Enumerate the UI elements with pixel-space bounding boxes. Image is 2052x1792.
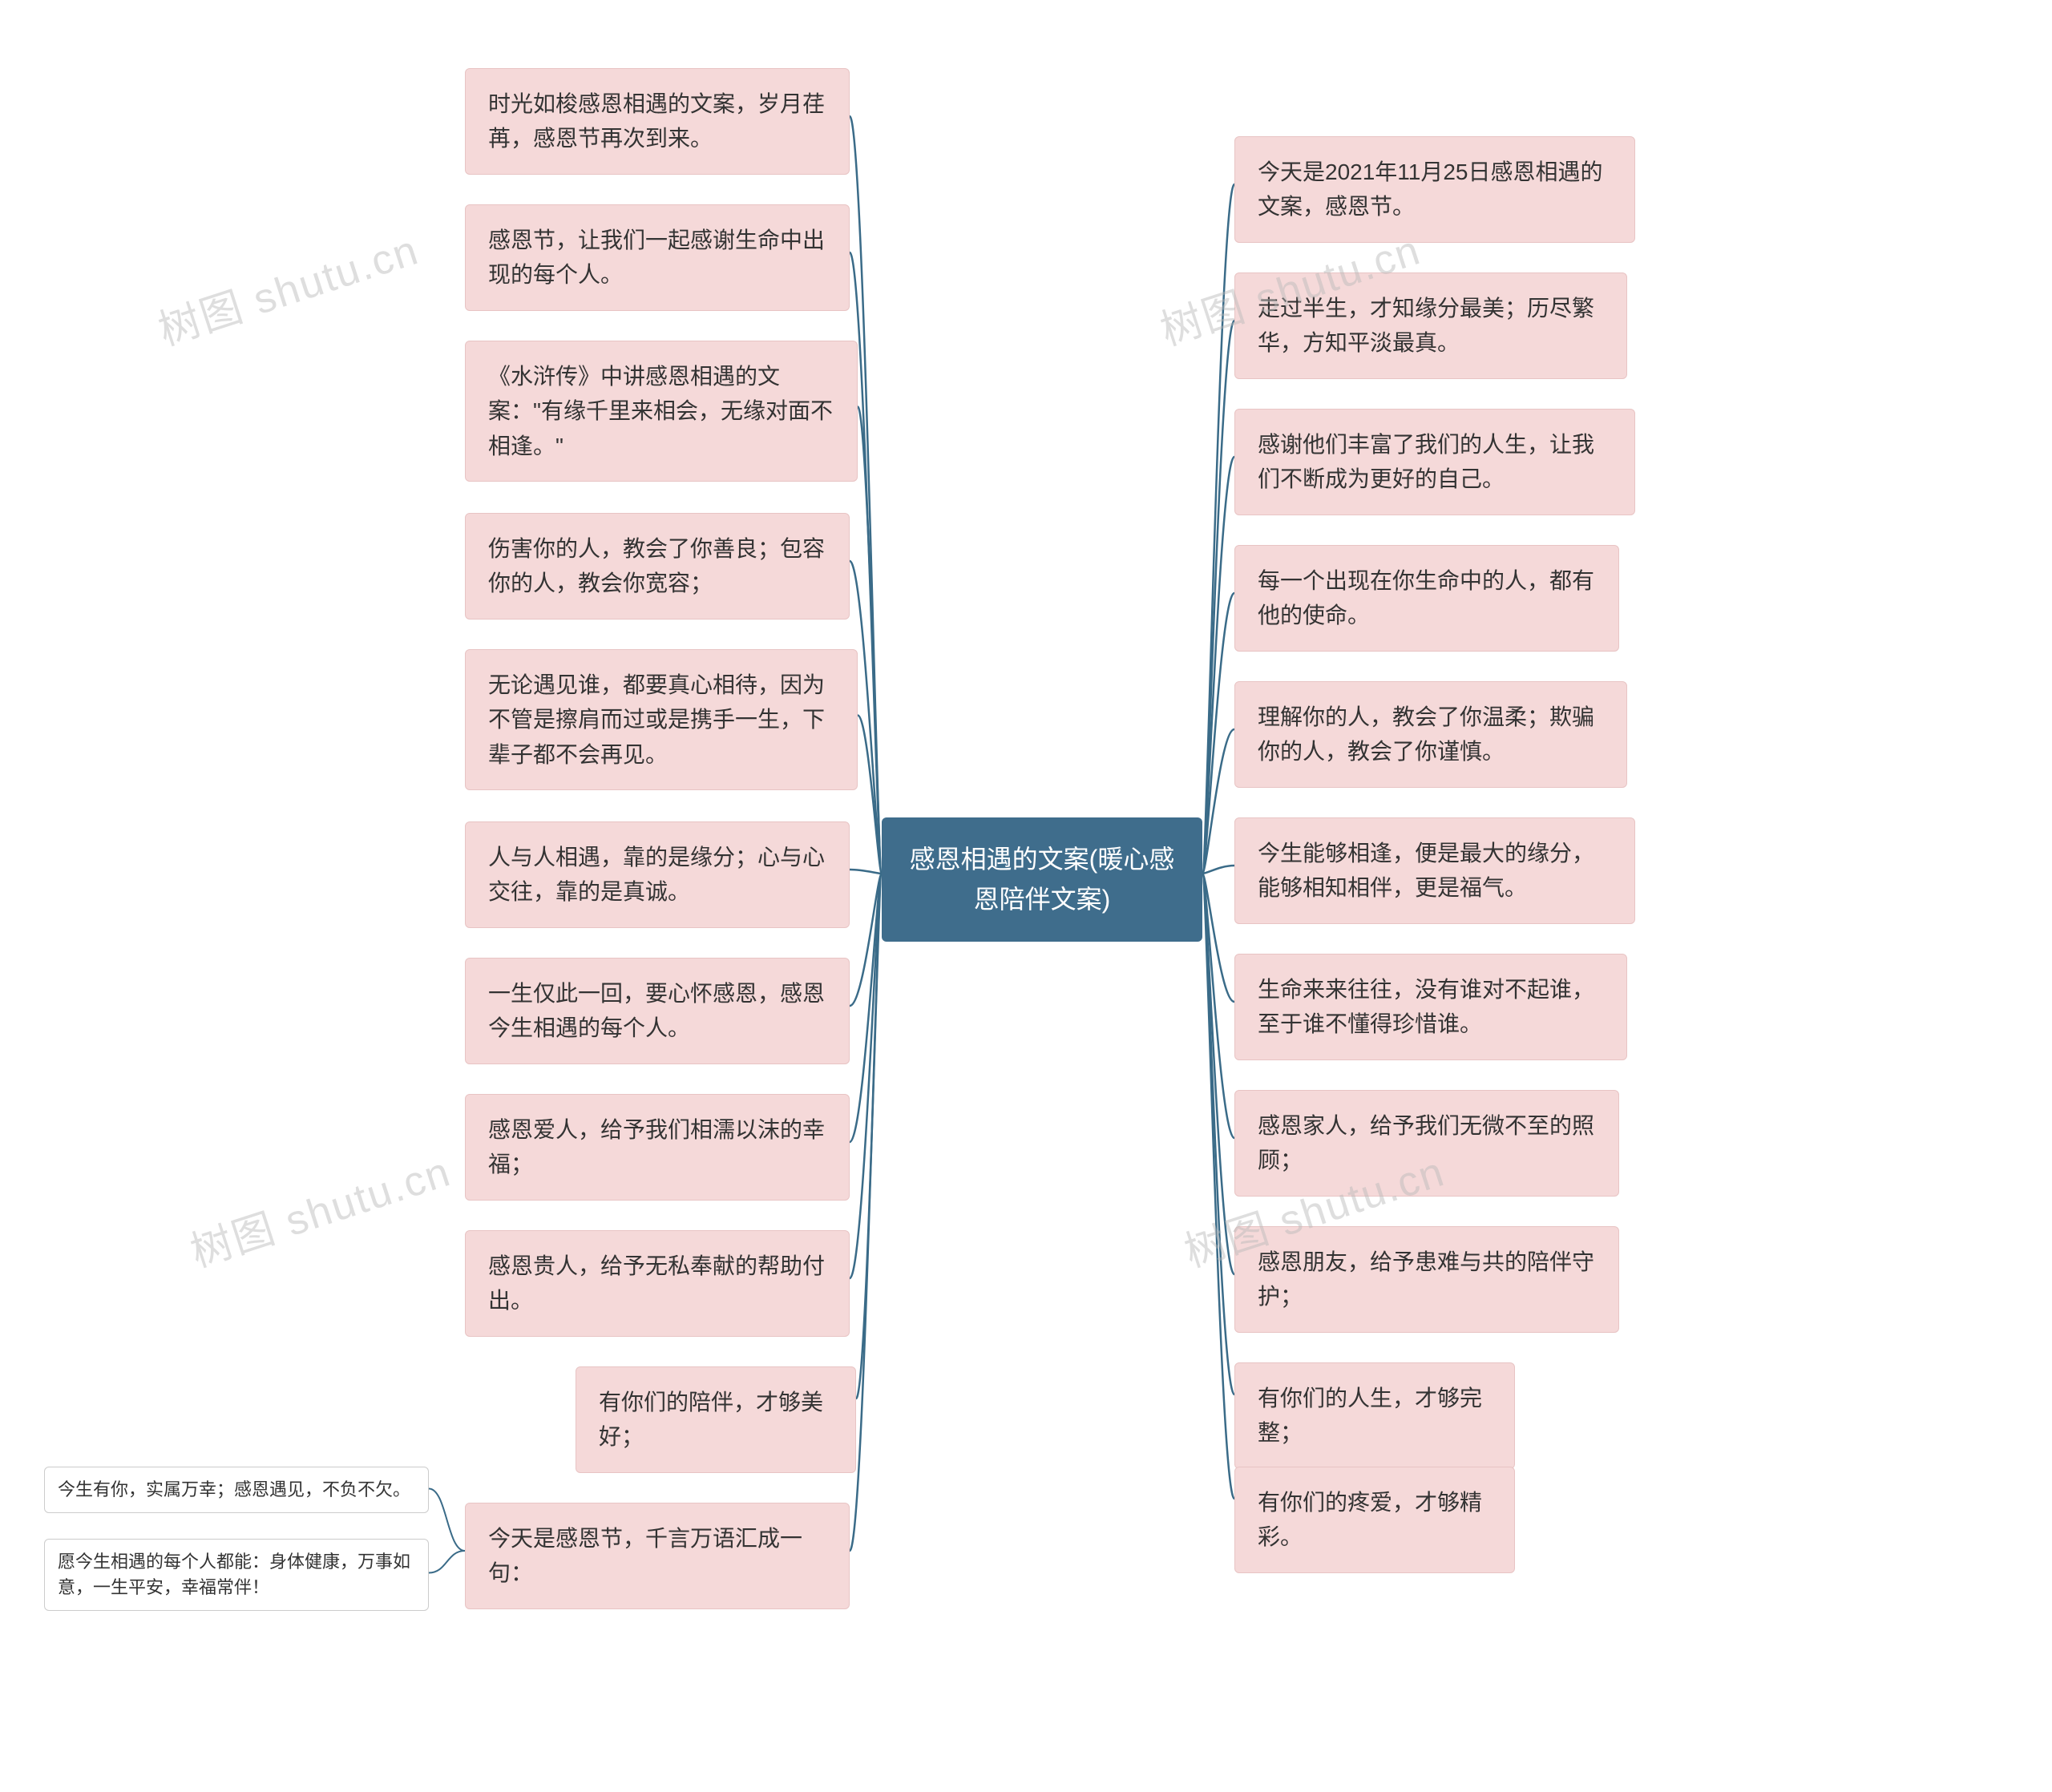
left-branch-7: 感恩爱人，给予我们相濡以沫的幸福； (465, 1094, 850, 1201)
right-branch-7: 感恩家人，给予我们无微不至的照顾； (1234, 1090, 1619, 1197)
left-branch-1: 感恩节，让我们一起感谢生命中出现的每个人。 (465, 204, 850, 311)
right-branch-5: 今生能够相逢，便是最大的缘分，能够相知相伴，更是福气。 (1234, 817, 1635, 924)
right-branch-1: 走过半生，才知缘分最美；历尽繁华，方知平淡最真。 (1234, 272, 1627, 379)
left-branch-3: 伤害你的人，教会了你善良；包容你的人，教会你宽容； (465, 513, 850, 620)
right-branch-10: 有你们的疼爱，才够精彩。 (1234, 1467, 1515, 1573)
tiny-node-1: 愿今生相遇的每个人都能：身体健康，万事如意，一生平安，幸福常伴！ (44, 1539, 429, 1611)
left-branch-5: 人与人相遇，靠的是缘分；心与心交往，靠的是真诚。 (465, 821, 850, 928)
right-branch-0: 今天是2021年11月25日感恩相遇的文案，感恩节。 (1234, 136, 1635, 243)
right-branch-3: 每一个出现在你生命中的人，都有他的使命。 (1234, 545, 1619, 652)
right-branch-8: 感恩朋友，给予患难与共的陪伴守护； (1234, 1226, 1619, 1333)
center-node: 感恩相遇的文案(暖心感恩陪伴文案) (882, 817, 1202, 942)
left-branch-9: 有你们的陪伴，才够美好； (576, 1366, 856, 1473)
right-branch-9: 有你们的人生，才够完整； (1234, 1362, 1515, 1469)
left-branch-2: 《水浒传》中讲感恩相遇的文案："有缘千里来相会，无缘对面不相逢。" (465, 341, 858, 482)
left-branch-10: 今天是感恩节，千言万语汇成一句： (465, 1503, 850, 1609)
right-branch-2: 感谢他们丰富了我们的人生，让我们不断成为更好的自己。 (1234, 409, 1635, 515)
right-branch-4: 理解你的人，教会了你温柔；欺骗你的人，教会了你谨慎。 (1234, 681, 1627, 788)
watermark-0: 树图 shutu.cn (150, 216, 426, 357)
left-branch-6: 一生仅此一回，要心怀感恩，感恩今生相遇的每个人。 (465, 958, 850, 1064)
left-branch-0: 时光如梭感恩相遇的文案，岁月荏苒，感恩节再次到来。 (465, 68, 850, 175)
left-branch-4: 无论遇见谁，都要真心相待，因为不管是擦肩而过或是携手一生，下辈子都不会再见。 (465, 649, 858, 790)
watermark-2: 树图 shutu.cn (182, 1138, 458, 1278)
right-branch-6: 生命来来往往，没有谁对不起谁，至于谁不懂得珍惜谁。 (1234, 954, 1627, 1060)
left-branch-8: 感恩贵人，给予无私奉献的帮助付出。 (465, 1230, 850, 1337)
tiny-node-0: 今生有你，实属万幸；感恩遇见，不负不欠。 (44, 1467, 429, 1513)
